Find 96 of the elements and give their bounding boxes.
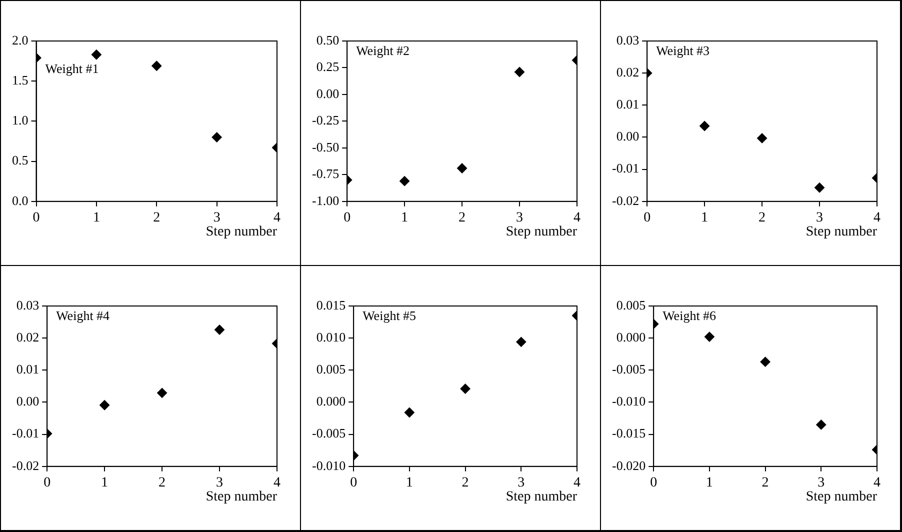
point	[404, 408, 414, 418]
y-tick-label: 1.5	[12, 72, 28, 88]
point	[152, 60, 162, 71]
y-tick-label: -0.020	[612, 458, 646, 473]
y-tick-label: -0.50	[312, 139, 340, 154]
y-tick-label: -0.02	[612, 192, 640, 208]
y-tick-label: -0.01	[12, 426, 40, 441]
x-tick-label: 0	[650, 475, 658, 490]
x-tick-label: 4	[874, 475, 880, 490]
x-axis-title: Step number	[206, 224, 278, 240]
point	[91, 50, 102, 60]
point	[100, 400, 110, 410]
point	[816, 420, 826, 430]
x-tick-label: 3	[818, 475, 825, 490]
y-tick-label: 0.000	[316, 394, 346, 409]
y-tick-label: 0.00	[16, 394, 40, 409]
x-tick-label: 1	[101, 475, 108, 490]
annotation: Weight #5	[362, 308, 416, 323]
x-axis-title: Step number	[506, 224, 578, 240]
y-tick-label: 0.015	[316, 297, 346, 312]
y-tick-label: 1.0	[12, 112, 28, 128]
y-tick-label: 0.010	[316, 330, 346, 344]
y-tick-label: 0.02	[16, 330, 40, 344]
x-tick-label: 1	[92, 210, 100, 226]
y-tick-label: -0.02	[12, 458, 40, 473]
x-tick-label: 1	[406, 475, 413, 490]
y-tick-label: 0.01	[616, 96, 640, 112]
x-axis-title: Step number	[506, 489, 578, 504]
x-tick-label: 3	[816, 210, 824, 226]
x-tick-label: 3	[213, 210, 220, 226]
x-axis-title: Step number	[806, 224, 878, 240]
point	[157, 388, 168, 398]
point	[457, 163, 468, 174]
y-tick-label: -0.010	[312, 458, 346, 473]
y-tick-label: 0.25	[316, 59, 340, 74]
y-tick-label: -0.010	[612, 394, 646, 409]
x-tick-label: 3	[516, 210, 524, 226]
x-tick-label: 0	[644, 210, 651, 226]
y-tick-label: 0.005	[316, 362, 346, 377]
x-tick-label: 2	[458, 210, 466, 226]
point	[214, 324, 225, 335]
y-tick-label: 0.005	[616, 297, 646, 312]
x-tick-label: 2	[762, 475, 769, 490]
y-tick-label: 0.5	[12, 152, 28, 168]
annotation: Weight #1	[45, 60, 99, 76]
x-axis-title: Step number	[806, 489, 878, 504]
point	[814, 182, 825, 193]
x-tick-label: 4	[574, 475, 580, 490]
y-tick-label: -0.01	[612, 160, 640, 176]
y-tick-label: -0.005	[312, 426, 346, 441]
x-axis-title: Step number	[206, 489, 278, 504]
point	[516, 336, 526, 347]
y-tick-label: 0.0	[12, 192, 28, 208]
point	[212, 132, 222, 142]
x-tick-label: 3	[518, 475, 525, 490]
x-tick-label: 1	[701, 210, 708, 226]
y-tick-label: 0.50	[316, 32, 340, 48]
point	[400, 176, 410, 186]
x-tick-label: 2	[758, 210, 766, 226]
x-tick-label: 4	[574, 210, 580, 226]
y-tick-label: 0.01	[16, 362, 40, 377]
annotation: Weight #4	[56, 308, 110, 323]
x-tick-label: 4	[274, 475, 280, 490]
y-tick-label: -0.005	[612, 362, 646, 377]
x-tick-label: 0	[344, 210, 351, 226]
y-tick-label: -1.00	[312, 192, 340, 208]
y-tick-label: 2.0	[12, 32, 28, 48]
x-tick-label: 0	[350, 475, 358, 490]
y-tick-label: -0.015	[612, 426, 646, 441]
x-tick-label: 2	[153, 210, 160, 226]
annotation: Weight #6	[662, 308, 717, 323]
x-tick-label: 0	[32, 210, 40, 226]
x-tick-label: 2	[462, 475, 469, 490]
point	[760, 356, 770, 367]
x-tick-label: 4	[874, 210, 880, 226]
y-tick-label: -0.75	[312, 166, 340, 182]
x-tick-label: 1	[401, 210, 408, 226]
annotation: Weight #3	[656, 42, 710, 58]
x-tick-label: 1	[706, 475, 713, 490]
point	[704, 332, 714, 342]
point	[460, 384, 470, 394]
point	[700, 121, 710, 132]
x-tick-label: 3	[216, 475, 224, 490]
y-tick-label: 0.000	[616, 330, 646, 344]
x-tick-label: 4	[274, 210, 280, 226]
y-tick-label: 0.00	[616, 128, 640, 144]
y-tick-label: 0.02	[616, 64, 640, 80]
x-tick-label: 0	[44, 475, 51, 490]
annotation: Weight #2	[356, 42, 410, 58]
x-tick-label: 2	[158, 475, 166, 490]
y-tick-label: 0.03	[16, 297, 40, 312]
y-tick-label: -0.25	[312, 112, 340, 128]
point	[514, 67, 525, 78]
y-tick-label: 0.03	[616, 32, 640, 48]
y-tick-label: 0.00	[316, 86, 340, 101]
point	[757, 133, 768, 144]
